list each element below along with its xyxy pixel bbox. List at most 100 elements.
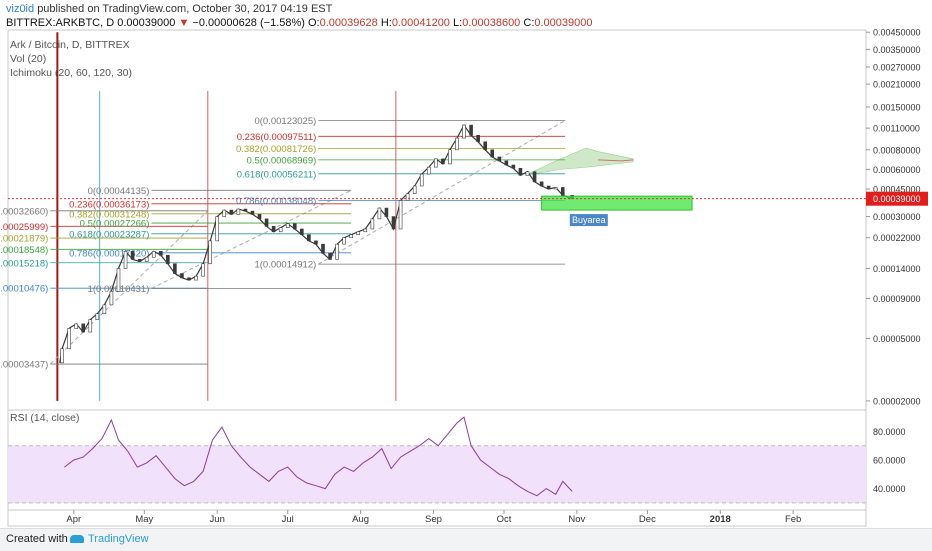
fib-level-label: 0.382(0.00081726) — [236, 144, 316, 155]
candle — [483, 141, 487, 151]
y-tick-label: 0.00022000 — [873, 233, 921, 243]
candle — [74, 323, 78, 329]
fib-level-label: 0.786(0.00017620) — [69, 248, 149, 259]
publisher-username[interactable]: viz0id — [6, 3, 35, 15]
y-tick-label: 0.00030000 — [873, 212, 921, 222]
candle — [278, 227, 283, 233]
fib-trendline — [318, 120, 566, 265]
price-chart[interactable]: 0.00450000 0.00350000 0.00270000 0.00210000… — [0, 0, 932, 528]
y-tick-label: 0.00080000 — [873, 145, 921, 155]
y-tick-label: 0.00045000 — [873, 184, 921, 194]
candle — [419, 173, 424, 187]
candle — [229, 209, 234, 215]
x-tick-label: Aug — [352, 514, 369, 525]
candle — [469, 124, 473, 136]
rsi-band — [8, 445, 866, 503]
candle — [144, 256, 149, 262]
y-tick-label: 0.00150000 — [873, 103, 921, 113]
fib-level-label: 0.236(0.00097511) — [237, 132, 317, 143]
candle — [257, 214, 262, 220]
y-tick-label: 0.00009000 — [873, 294, 921, 304]
fib-level-label: 0.382(0.00031248) — [69, 209, 149, 220]
candle — [116, 268, 121, 292]
candle — [511, 164, 516, 169]
symbol-label: BITTREX:ARKBTC, D — [6, 17, 115, 29]
candle — [434, 158, 438, 168]
y-tick-label: 0.00060000 — [873, 165, 921, 175]
candle — [363, 228, 368, 233]
volume-indicator-label[interactable]: Vol (20) — [10, 53, 47, 65]
ohlc-line: BITTREX:ARKBTC, D 0.00039000 ▼ −0.000006… — [6, 17, 593, 29]
candle — [497, 156, 502, 162]
x-tick-label: Apr — [66, 514, 81, 525]
candle — [553, 187, 558, 190]
candle — [60, 348, 64, 364]
candle — [194, 275, 198, 281]
fib-trendline — [49, 210, 209, 365]
candle — [95, 313, 100, 320]
chart-title: Ark / Bitcoin, D, BITTREX — [10, 39, 130, 51]
candle — [180, 273, 184, 279]
fib-level-label: 0(0.00032660) — [0, 206, 48, 217]
footer-bar: Created with TradingView — [0, 528, 932, 551]
close-value: 0.00039000 — [534, 17, 593, 29]
rsi-indicator-label[interactable]: RSI (14, close) — [10, 412, 80, 424]
x-tick-label: 2018 — [710, 514, 731, 525]
y-tick-label: 0.00002000 — [873, 396, 921, 406]
candle — [236, 208, 241, 215]
candle — [328, 252, 332, 260]
candle — [67, 328, 71, 350]
candle — [349, 234, 354, 238]
buy-zone — [541, 195, 693, 211]
fib-level-label: 0.382(0.00021879) — [0, 234, 48, 245]
tradingview-logo[interactable]: TradingView — [70, 533, 149, 545]
fib-level-label: 0.618(0.00015218) — [0, 258, 48, 269]
candle — [264, 218, 269, 227]
candle — [271, 226, 276, 233]
candle — [123, 251, 128, 269]
candle — [208, 240, 212, 265]
rsi-tick-label: 40.0000 — [873, 484, 906, 494]
last-price: 0.00039000 — [117, 17, 176, 29]
last-price-tag — [866, 191, 928, 206]
tradingview-icon — [70, 535, 84, 544]
open-label: O: — [308, 17, 320, 29]
open-value: 0.00039628 — [319, 17, 378, 29]
x-tick-label: May — [135, 514, 153, 525]
candle — [151, 251, 156, 258]
fib-level-label: 0.618(0.00023287) — [69, 229, 149, 240]
candle — [314, 240, 318, 245]
candle — [250, 210, 255, 215]
candle — [377, 207, 382, 220]
candle — [173, 263, 177, 274]
candle — [187, 277, 191, 281]
candle — [476, 134, 480, 143]
fib-level-label: 0.786(0.00010476) — [0, 284, 48, 295]
y-tick-label: 0.00110000 — [873, 124, 920, 134]
y-tick-label: 0.00005000 — [873, 334, 921, 344]
candle — [88, 319, 93, 333]
candle — [384, 207, 389, 217]
high-label: H: — [380, 17, 392, 29]
price-change: −0.00000628 (−1.58%) — [192, 17, 305, 29]
publish-info: published on TradingView.com, October 30… — [37, 3, 333, 15]
candle — [292, 223, 297, 230]
fib-level-label: 0.786(0.00038048) — [236, 196, 316, 207]
x-tick-label: Feb — [785, 514, 801, 525]
candle — [455, 137, 459, 151]
candle — [504, 160, 509, 166]
fib-trendline — [151, 189, 352, 289]
x-tick-label: Jun — [210, 514, 225, 525]
publish-line: viz0id published on TradingView.com, Oct… — [6, 3, 332, 15]
fib-level-label: 0.236(0.00036173) — [69, 199, 149, 210]
fib-level-label: 1(0.00014912) — [254, 260, 316, 271]
fib-level-label: 0.5(0.00068969) — [247, 155, 317, 166]
candle — [300, 228, 304, 235]
fib-level-label: 0(0.00044135) — [88, 186, 150, 197]
fib-level-label: 0.5(0.00018548) — [0, 245, 48, 256]
candle — [342, 237, 346, 245]
candle — [109, 291, 114, 306]
y-tick-label: 0.00350000 — [873, 45, 921, 55]
ichimoku-indicator-label[interactable]: Ichimoku (20, 60, 120, 30) — [10, 67, 132, 79]
candle — [137, 259, 142, 262]
